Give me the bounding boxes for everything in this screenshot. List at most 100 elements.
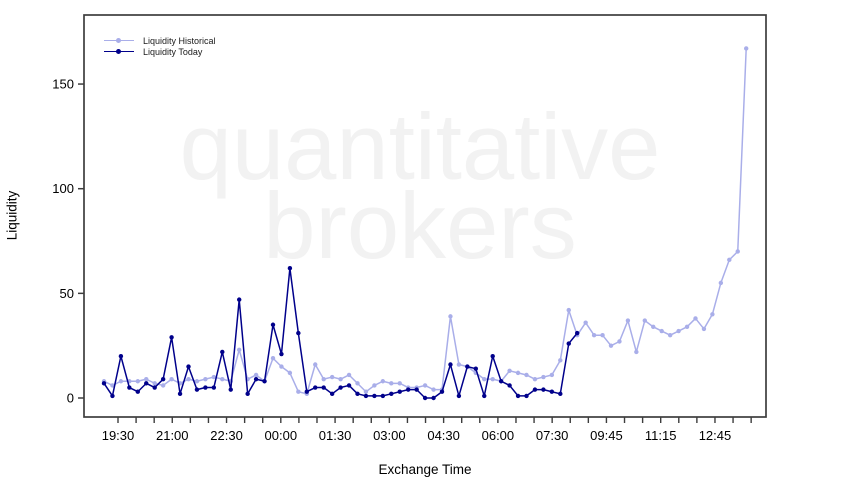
series-point-today [144,381,149,386]
y-tick-label: 0 [67,391,74,406]
series-point-today [515,393,521,399]
series-point-today [169,335,174,340]
series-point-today [498,379,504,384]
series-point-historical [338,376,343,382]
series-point-historical [676,328,681,334]
series-point-today [380,393,386,399]
series-point-today [270,322,276,327]
series-point-historical [380,379,386,384]
series-point-today [490,353,495,359]
series-point-historical [583,320,588,325]
watermark: quantitative brokers [60,94,780,278]
series-point-today [220,349,225,355]
series-point-today [152,385,157,390]
x-tick-label: 22:30 [210,428,243,443]
series-point-today [406,387,411,392]
series-point-today [558,391,563,397]
series-point-today [160,376,166,382]
series-point-historical [625,318,631,323]
series-point-historical [355,381,360,386]
series-point-today [414,387,419,392]
series-point-historical [718,280,724,286]
series-point-today [228,387,233,392]
series-point-today [456,393,462,399]
series-point-historical [667,333,673,338]
series-point-historical [490,376,495,382]
series-point-today [473,366,478,371]
series-point-historical [735,249,740,254]
series-point-historical [532,376,538,382]
series-point-today [575,330,580,336]
series-point-historical [482,376,487,382]
legend-row-today: Liquidity Today [104,46,216,57]
series-point-historical [220,376,225,382]
series-point-today [118,353,124,359]
series-point-today [186,364,191,369]
series-point-historical [270,356,276,361]
series-point-historical [389,381,394,386]
series-point-historical [279,364,284,369]
x-tick-label: 09:45 [590,428,623,443]
series-point-today [253,376,259,382]
y-tick-label: 150 [52,77,74,92]
watermark-line2: brokers [263,172,577,278]
series-point-historical [549,372,555,378]
series-point-today [363,393,369,399]
series-line-historical [103,48,747,395]
plot-box [83,14,767,418]
series-point-historical [313,362,318,367]
series-point-today [110,393,115,399]
series-point-historical [194,379,200,384]
series-point-today [482,393,487,399]
watermark-line1: quantitative [179,94,661,199]
series-point-today [465,364,470,369]
series-point-today [304,389,309,394]
x-tick-label: 03:00 [373,428,406,443]
legend-label-today: Liquidity Today [143,46,203,57]
series-point-historical [744,46,749,51]
series-point-historical [608,343,614,348]
series-point-historical [456,362,462,367]
series-point-today [177,391,183,397]
series-point-historical [144,376,149,382]
series-point-historical [651,324,656,330]
legend-dot-historical [116,38,121,43]
series-point-historical [727,257,732,263]
series-point-today [431,395,436,401]
legend-swatch-today [104,49,134,54]
series-point-today [507,383,512,388]
series-point-historical [558,358,563,363]
series-point-today [296,330,301,336]
series-point-historical [431,387,436,392]
x-tick-label: 06:00 [482,428,515,443]
series-point-today [203,385,208,390]
series-point-today [313,385,318,390]
series-point-today [448,362,453,367]
x-tick-label: 12:45 [699,428,732,443]
series-point-historical [659,328,664,334]
series-point-historical [169,376,174,382]
series-point-historical [186,376,191,382]
series-point-today [287,266,293,271]
series-point-historical [448,314,453,319]
series-point-historical [211,374,217,380]
series-point-historical [321,376,326,382]
y-tick-label: 50 [60,286,74,301]
series-point-today [135,389,140,394]
series-point-historical [515,370,521,376]
series-point-historical [693,316,698,321]
x-tick-label: 21:00 [156,428,189,443]
series-point-today [321,385,326,390]
legend-label-historical: Liquidity Historical [143,35,216,46]
series-point-today [397,389,402,394]
series-point-today [439,389,445,394]
y-axis-title: Liquidity [4,190,20,241]
legend-row-historical: Liquidity Historical [104,35,216,46]
series-point-historical [617,339,622,344]
series-point-historical [642,318,647,323]
series-point-today [127,385,132,390]
series-point-today [566,341,571,346]
series-point-historical [152,381,157,386]
series-point-historical [372,383,377,388]
